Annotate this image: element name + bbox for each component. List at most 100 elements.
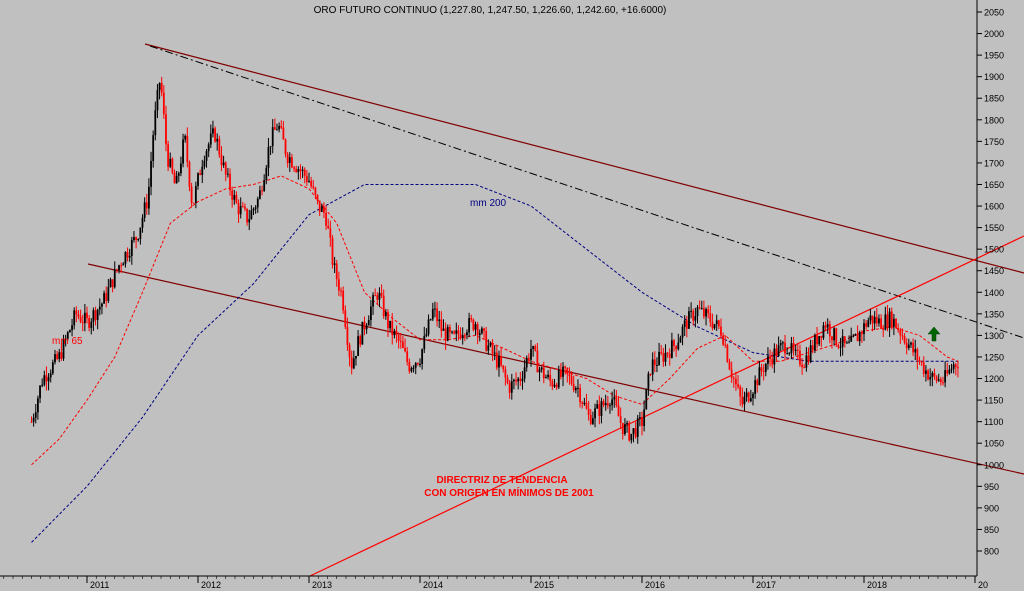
- candle-body: [218, 138, 221, 155]
- candle-body: [109, 279, 112, 288]
- candle-body: [513, 379, 515, 382]
- candle-body: [160, 83, 163, 93]
- candle-body: [604, 403, 607, 406]
- candle-body: [118, 265, 120, 271]
- candle-body: [933, 373, 936, 377]
- candle-body: [628, 422, 631, 441]
- candle-body: [476, 324, 479, 336]
- candle-body: [384, 312, 387, 317]
- candle-body: [557, 369, 560, 388]
- candle-body: [86, 312, 88, 319]
- candle-body: [331, 237, 334, 265]
- candle-body: [530, 348, 532, 360]
- candle-body: [489, 342, 492, 346]
- candle-body: [724, 344, 727, 346]
- candle-body: [483, 328, 485, 331]
- y-tick-label: 1200: [984, 374, 1004, 384]
- candle-body: [515, 379, 517, 382]
- candle-body: [235, 194, 238, 203]
- candle-body: [75, 310, 78, 315]
- candle-body: [508, 382, 511, 393]
- y-tick-label: 1350: [984, 309, 1004, 319]
- candle-body: [589, 414, 592, 424]
- candle-body: [352, 358, 355, 369]
- candle-body: [395, 330, 398, 336]
- candle-body: [90, 321, 93, 328]
- candle-body: [799, 350, 801, 365]
- candle-body: [636, 418, 639, 437]
- candle-body: [649, 373, 652, 375]
- candle-body: [333, 263, 336, 265]
- candle-body: [380, 292, 383, 296]
- candle-body: [175, 175, 178, 184]
- candle-body: [534, 346, 537, 351]
- candle-body: [320, 206, 323, 212]
- candle-body: [925, 370, 927, 374]
- candle-body: [355, 355, 357, 359]
- candle-body: [760, 367, 763, 371]
- candle-body: [685, 320, 688, 329]
- candle-body: [773, 348, 776, 365]
- candle-body: [58, 352, 61, 359]
- candle-body: [634, 428, 637, 437]
- candle-body: [248, 219, 251, 223]
- candle-body: [732, 377, 735, 379]
- candle-body: [835, 328, 838, 346]
- candle-body: [337, 279, 340, 291]
- candle-body: [165, 114, 167, 145]
- candle-body: [412, 367, 415, 369]
- candle-body: [62, 339, 65, 359]
- candle-body: [574, 387, 577, 391]
- candle-body: [790, 343, 793, 354]
- candle-body: [850, 335, 853, 342]
- candle-body: [229, 173, 231, 191]
- candle-body: [545, 377, 547, 379]
- candle-body: [899, 330, 902, 336]
- candle-body: [498, 356, 500, 368]
- candle-body: [237, 202, 240, 215]
- candle-body: [538, 369, 541, 373]
- candle-body: [382, 295, 385, 317]
- candle-body: [254, 207, 257, 209]
- candle-body: [754, 380, 757, 394]
- candle-body: [188, 161, 191, 187]
- candle-body: [897, 328, 900, 331]
- candle-body: [34, 412, 37, 418]
- candle-body: [846, 342, 848, 344]
- candle-body: [51, 362, 54, 374]
- candle-body: [267, 147, 270, 168]
- candle-body: [679, 337, 682, 343]
- y-tick-label: 1050: [984, 439, 1004, 449]
- candle-body: [301, 169, 304, 171]
- y-tick-label: 1650: [984, 180, 1004, 190]
- candle-body: [231, 190, 234, 200]
- x-tick-label: 2014: [423, 580, 443, 590]
- candle-body: [478, 333, 481, 336]
- candle-body: [914, 349, 917, 353]
- candle-body: [416, 363, 419, 365]
- candle-body: [414, 363, 417, 368]
- candle-body: [692, 310, 695, 321]
- candle-body: [651, 359, 654, 375]
- y-tick-label: 1950: [984, 51, 1004, 61]
- x-tick-label: 2011: [90, 580, 109, 590]
- candle-body: [259, 190, 261, 199]
- candle-body: [824, 325, 827, 328]
- candle-body: [596, 404, 599, 409]
- candle-body: [440, 319, 443, 331]
- candle-body: [946, 370, 949, 374]
- candle-body: [325, 212, 327, 226]
- candle-body: [890, 311, 893, 327]
- candle-body: [105, 293, 108, 301]
- candle-body: [54, 354, 56, 363]
- candle-body: [624, 424, 626, 435]
- candle-body: [562, 366, 564, 377]
- candle-body: [423, 335, 426, 350]
- candle-body: [103, 293, 105, 304]
- candle-body: [485, 330, 488, 351]
- candle-body: [45, 375, 48, 382]
- candle-body: [246, 208, 248, 223]
- candle-body: [873, 316, 876, 324]
